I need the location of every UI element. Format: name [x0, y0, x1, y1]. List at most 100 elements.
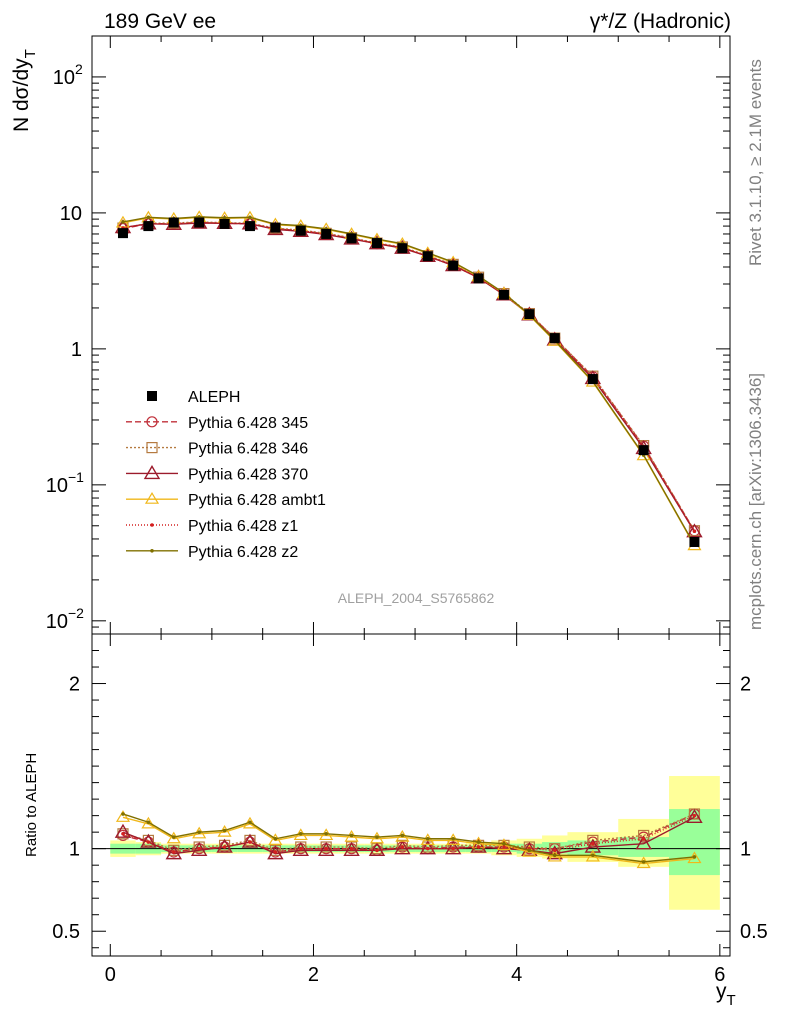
- series-line-ratio: [122, 813, 695, 852]
- y-tick-exponent: −2: [68, 605, 84, 621]
- marker-dot: [197, 846, 201, 851]
- header-right: γ*/Z (Hadronic): [590, 10, 731, 33]
- marker-square-filled: [473, 273, 484, 284]
- marker-square-filled: [147, 391, 157, 401]
- marker-dot: [451, 846, 455, 851]
- marker-triangle: [143, 465, 161, 480]
- marker-square-filled: [422, 251, 433, 262]
- ratio-tick-label-right: 1: [740, 839, 751, 861]
- marker-dot: [375, 835, 379, 839]
- marker-dot: [502, 845, 506, 849]
- header-left: 189 GeV ee: [104, 10, 216, 33]
- marker-dot: [298, 846, 303, 851]
- marker-dot: [451, 836, 455, 841]
- marker-dot: [476, 840, 481, 844]
- marker-dot: [692, 855, 697, 859]
- marker-square-filled: [524, 309, 535, 320]
- series-line-main: [122, 222, 696, 533]
- marker-triangle: [470, 838, 487, 853]
- marker-square: [146, 442, 158, 454]
- marker-square-filled: [397, 243, 408, 254]
- marker-dot: [273, 836, 278, 841]
- marker-dot: [248, 820, 252, 825]
- marker-triangle: [635, 835, 652, 850]
- ratio-plot-frame: [91, 633, 731, 957]
- legend-label: Pythia 6.428 346: [188, 441, 308, 458]
- marker-dot: [146, 820, 151, 825]
- marker-square-filled: [219, 218, 230, 229]
- marker-dot: [273, 850, 278, 854]
- stat-band: [669, 809, 720, 876]
- marker-circle: [146, 416, 158, 428]
- marker-dot: [222, 215, 227, 220]
- x-tick-label: 2: [308, 964, 319, 986]
- marker-square-filled: [295, 225, 306, 236]
- marker-triangle-yellow: [369, 831, 385, 844]
- marker-triangle: [368, 841, 386, 857]
- marker-dot: [150, 523, 154, 527]
- marker-square-filled: [194, 217, 205, 228]
- marker-triangle: [165, 845, 183, 860]
- marker-dot: [552, 853, 557, 858]
- ratio-tick-label-left: 1: [69, 839, 80, 861]
- stat-band: [618, 837, 670, 857]
- y-axis-label: N dσ/dyT: [10, 49, 39, 132]
- marker-dot: [349, 833, 354, 838]
- marker-dot: [248, 840, 252, 844]
- marker-dot: [197, 830, 201, 834]
- legend-label: Pythia 6.428 ambt1: [188, 492, 326, 509]
- ratio-tick-label-right: 0.5: [740, 921, 768, 943]
- marker-triangle: [686, 808, 703, 823]
- marker-dot: [171, 850, 176, 854]
- marker-square-filled: [371, 238, 382, 249]
- x-tick-label: 0: [105, 964, 116, 986]
- y-tick-label: 10: [60, 203, 82, 225]
- marker-dot: [121, 832, 125, 836]
- analysis-watermark: ALEPH_2004_S5765862: [338, 590, 495, 606]
- ratio-tick-label-left: 2: [69, 674, 80, 696]
- y-axis-label-main: N dσ/dy: [10, 58, 33, 132]
- marker-triangle: [546, 845, 563, 860]
- marker-dot: [641, 860, 646, 864]
- y-tick-label: 10: [46, 611, 68, 633]
- legend-label: Pythia 6.428 370: [188, 466, 308, 483]
- marker-square-filled: [346, 233, 357, 244]
- marker-square-filled: [321, 228, 332, 239]
- marker-dot: [692, 529, 697, 534]
- marker-triangle: [419, 840, 436, 855]
- marker-triangle: [317, 841, 335, 857]
- marker-triangle: [241, 833, 259, 848]
- marker-dot: [171, 835, 176, 839]
- marker-square-filled: [143, 221, 154, 232]
- marker-square-filled: [117, 228, 128, 239]
- marker-dot: [349, 846, 354, 851]
- marker-dot: [150, 549, 154, 553]
- marker-square-filled: [244, 221, 255, 232]
- y-tick-exponent: 2: [75, 61, 83, 77]
- marker-triangle: [444, 840, 462, 855]
- marker-triangle-yellow: [141, 816, 156, 829]
- series-line-ratio: [122, 815, 695, 853]
- marker-dot: [222, 845, 227, 849]
- marker-dot: [324, 846, 328, 851]
- marker-square-filled: [587, 374, 598, 385]
- y-tick-label: 10: [46, 475, 68, 497]
- marker-dot: [121, 812, 125, 816]
- marker-square-filled: [689, 536, 700, 547]
- marker-dot: [324, 832, 328, 836]
- series-line-main: [122, 221, 696, 532]
- marker-triangle-yellow: [115, 810, 131, 822]
- marker-triangle-yellow: [166, 831, 181, 844]
- marker-dot: [425, 846, 430, 851]
- marker-triangle-yellow: [268, 833, 283, 846]
- x-axis-label: yT: [716, 980, 736, 1009]
- marker-dot: [298, 832, 303, 836]
- marker-square-filled: [168, 217, 179, 228]
- marker-square-filled: [270, 222, 281, 233]
- marker-triangle: [267, 845, 284, 860]
- marker-dot: [222, 828, 227, 833]
- y-tick-label: 1: [71, 339, 82, 361]
- legend-label: ALEPH: [188, 389, 240, 406]
- marker-dot: [527, 848, 532, 853]
